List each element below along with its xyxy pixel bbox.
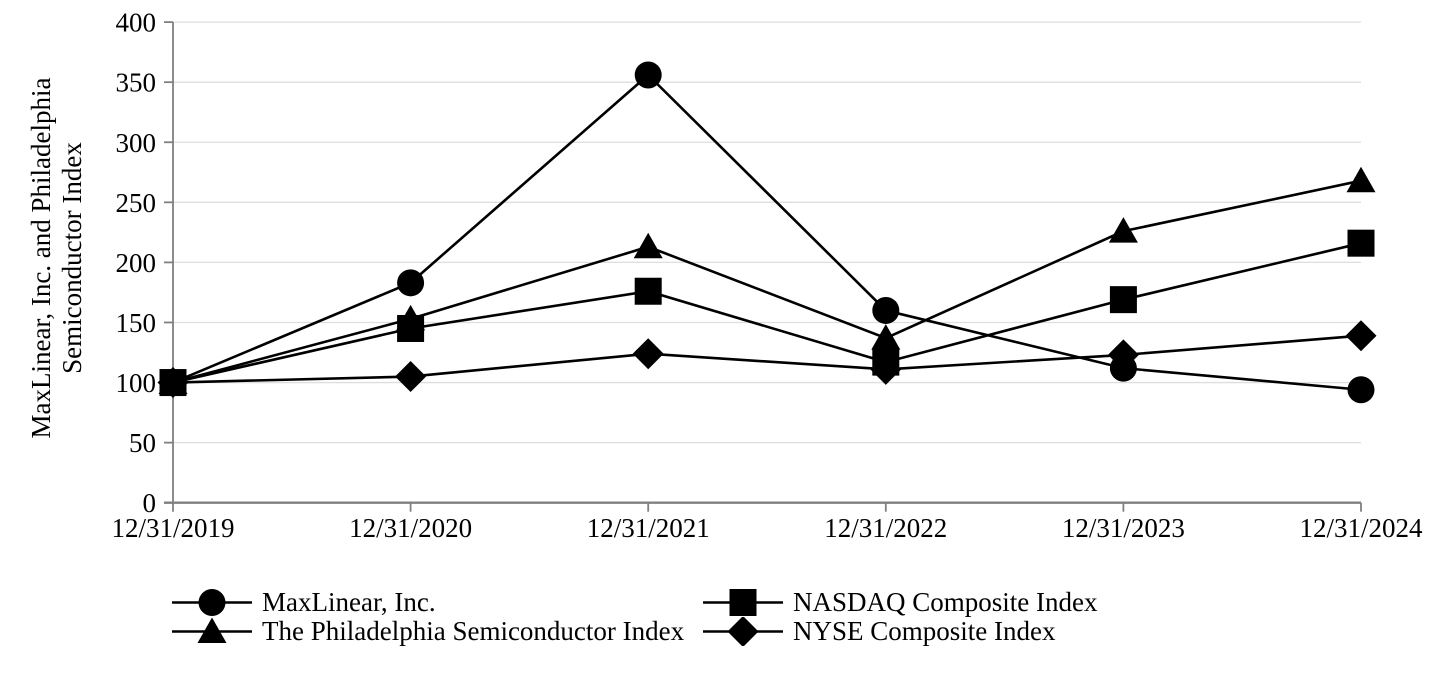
series-line-diamond xyxy=(172,334,1362,384)
y-tick-label: 150 xyxy=(116,308,157,338)
legend-label: MaxLinear, Inc. xyxy=(262,587,436,617)
legend-item: MaxLinear, Inc. xyxy=(172,588,703,617)
diamond-data-marker xyxy=(632,338,664,370)
y-tick-label: 400 xyxy=(116,8,157,38)
legend-item: NYSE Composite Index xyxy=(703,617,1098,646)
square-data-marker xyxy=(634,277,662,305)
x-tick-label: 12/31/2020 xyxy=(349,513,472,543)
legend-item: NASDAQ Composite Index xyxy=(703,588,1098,617)
diamond-data-marker xyxy=(1345,320,1377,352)
x-tick-label: 12/31/2022 xyxy=(824,513,947,543)
triangle-data-marker xyxy=(1108,217,1138,243)
circle-data-marker xyxy=(634,61,662,89)
y-axis-title-line-1: MaxLinear, Inc. and Philadelphia xyxy=(26,77,56,439)
legend-label: NYSE Composite Index xyxy=(793,616,1056,646)
legend-label: NASDAQ Composite Index xyxy=(793,587,1098,617)
circle-data-marker xyxy=(397,269,425,297)
y-tick-label: 100 xyxy=(116,368,157,398)
y-tick-label: 0 xyxy=(143,488,157,518)
legend-label: The Philadelphia Semiconductor Index xyxy=(262,616,685,646)
triangle-data-marker xyxy=(197,617,227,643)
diamond-legend-marker-icon xyxy=(703,617,783,646)
y-tick-label: 300 xyxy=(116,128,157,158)
x-tick-label: 12/31/2023 xyxy=(1062,513,1185,543)
square-legend-marker-icon xyxy=(703,589,783,616)
circle-data-marker xyxy=(1109,354,1137,382)
diamond-data-marker xyxy=(727,617,759,646)
square-data-marker xyxy=(1109,286,1137,314)
series-line-triangle xyxy=(172,179,1362,384)
series-line-circle xyxy=(172,73,1362,392)
square-data-marker xyxy=(729,589,757,616)
chart-legend: MaxLinear, Inc. NASDAQ Composite Index The… xyxy=(172,588,1098,646)
square-data-marker xyxy=(159,369,187,397)
circle-data-marker xyxy=(198,589,226,616)
y-tick-label: 250 xyxy=(116,188,157,218)
legend-item: The Philadelphia Semiconductor Index xyxy=(172,617,703,646)
square-data-marker xyxy=(397,314,425,342)
triangle-data-marker xyxy=(871,324,901,350)
triangle-data-marker xyxy=(1346,166,1376,193)
square-data-marker xyxy=(1347,229,1375,257)
triangle-data-marker xyxy=(633,232,663,259)
square-data-marker xyxy=(872,348,900,376)
y-axis-title: MaxLinear, Inc. and Philadelphia Semicon… xyxy=(26,18,90,498)
x-tick-label: 12/31/2024 xyxy=(1299,513,1423,543)
y-axis-title-line-2: Semiconductor Index xyxy=(57,142,87,374)
circle-legend-marker-icon xyxy=(172,589,252,616)
diamond-data-marker xyxy=(395,361,427,393)
circle-data-marker xyxy=(1347,376,1375,404)
y-tick-label: 200 xyxy=(116,248,157,278)
y-tick-label: 50 xyxy=(129,428,156,458)
circle-data-marker xyxy=(872,296,900,324)
y-tick-label: 350 xyxy=(116,68,157,98)
triangle-legend-marker-icon xyxy=(172,617,252,643)
series-line-square xyxy=(172,241,1362,384)
x-tick-label: 12/31/2021 xyxy=(587,513,710,543)
x-tick-label: 12/31/2019 xyxy=(111,513,234,543)
